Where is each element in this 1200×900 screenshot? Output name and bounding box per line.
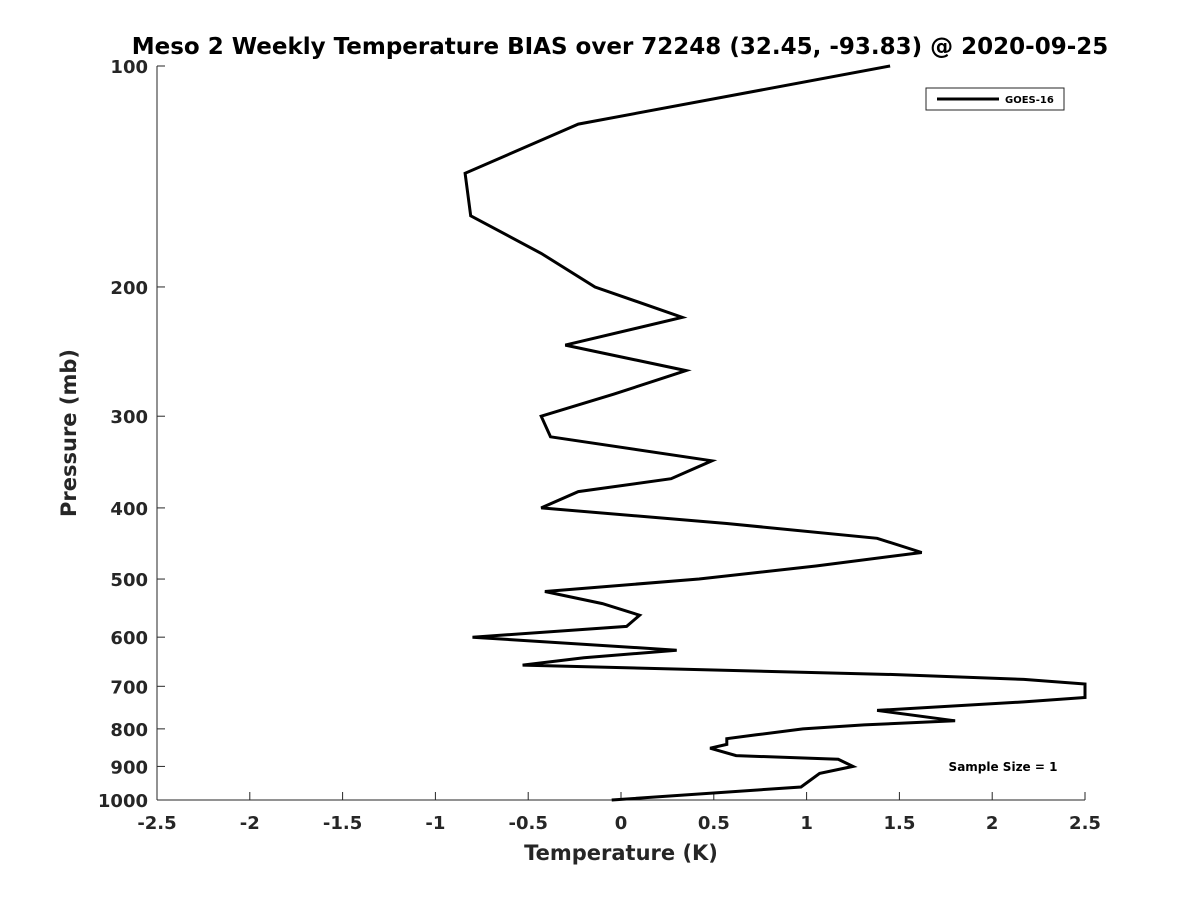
series-line-goes-16 (463, 64, 1087, 802)
x-tick-label: -1 (425, 813, 445, 834)
y-axis-ticks: 100 200 300 400 500 600 700 800 900 1000 (98, 57, 165, 812)
x-axis-ticks: -2.5 -2 -1.5 -1 -0.5 0 0.5 1 1.5 2 2.5 (137, 792, 1101, 834)
y-tick-label: 900 (110, 757, 148, 778)
y-tick-label: 200 (110, 278, 148, 299)
y-tick-label: 1000 (98, 791, 148, 812)
chart-title: Meso 2 Weekly Temperature BIAS over 7224… (132, 34, 1109, 60)
x-tick-label: -2 (240, 813, 260, 834)
x-tick-label: 1.5 (883, 813, 915, 834)
y-tick-label: 500 (110, 570, 148, 591)
y-tick-label: 800 (110, 720, 148, 741)
x-tick-label: 0 (615, 813, 628, 834)
x-tick-label: -1.5 (323, 813, 362, 834)
x-tick-label: 2.5 (1069, 813, 1101, 834)
sample-size-annotation: Sample Size = 1 (949, 760, 1058, 774)
y-tick-label: 600 (110, 628, 148, 649)
y-tick-label: 700 (110, 677, 148, 698)
y-tick-label: 400 (110, 499, 148, 520)
y-tick-label: 100 (110, 57, 148, 78)
x-tick-label: 1 (800, 813, 813, 834)
legend: GOES-16 (925, 87, 1065, 111)
x-tick-label: -0.5 (509, 813, 548, 834)
y-axis-label: Pressure (mb) (57, 349, 81, 517)
x-axis-label: Temperature (K) (524, 841, 718, 865)
legend-label-goes-16: GOES-16 (1005, 95, 1054, 106)
x-tick-label: 2 (986, 813, 999, 834)
y-tick-label: 300 (110, 407, 148, 428)
x-tick-label: -2.5 (137, 813, 176, 834)
x-tick-label: 0.5 (698, 813, 730, 834)
series-layer (463, 64, 1087, 802)
